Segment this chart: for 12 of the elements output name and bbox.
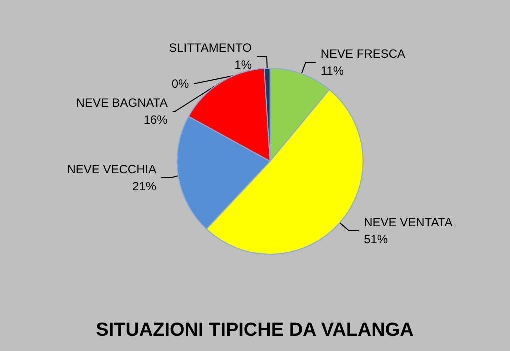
slice-label: NEVE VENTATA [364,215,453,230]
slice-label: NEVE BAGNATA [76,96,168,110]
data-label: 11% [320,64,344,78]
data-label: 1% [234,58,252,72]
text: 0% [172,76,190,91]
slice-label: NEVE FRESCA [320,47,406,62]
data-label: 51% [364,232,388,246]
slice-label: NEVE VECCHIA [67,162,157,176]
data-label: 16% [144,112,168,127]
slice-label: SLITTAMENTO [169,40,252,55]
text: SITUAZIONI TIPICHE DA VALANGA [96,320,414,341]
data-label: 21% [132,179,157,194]
